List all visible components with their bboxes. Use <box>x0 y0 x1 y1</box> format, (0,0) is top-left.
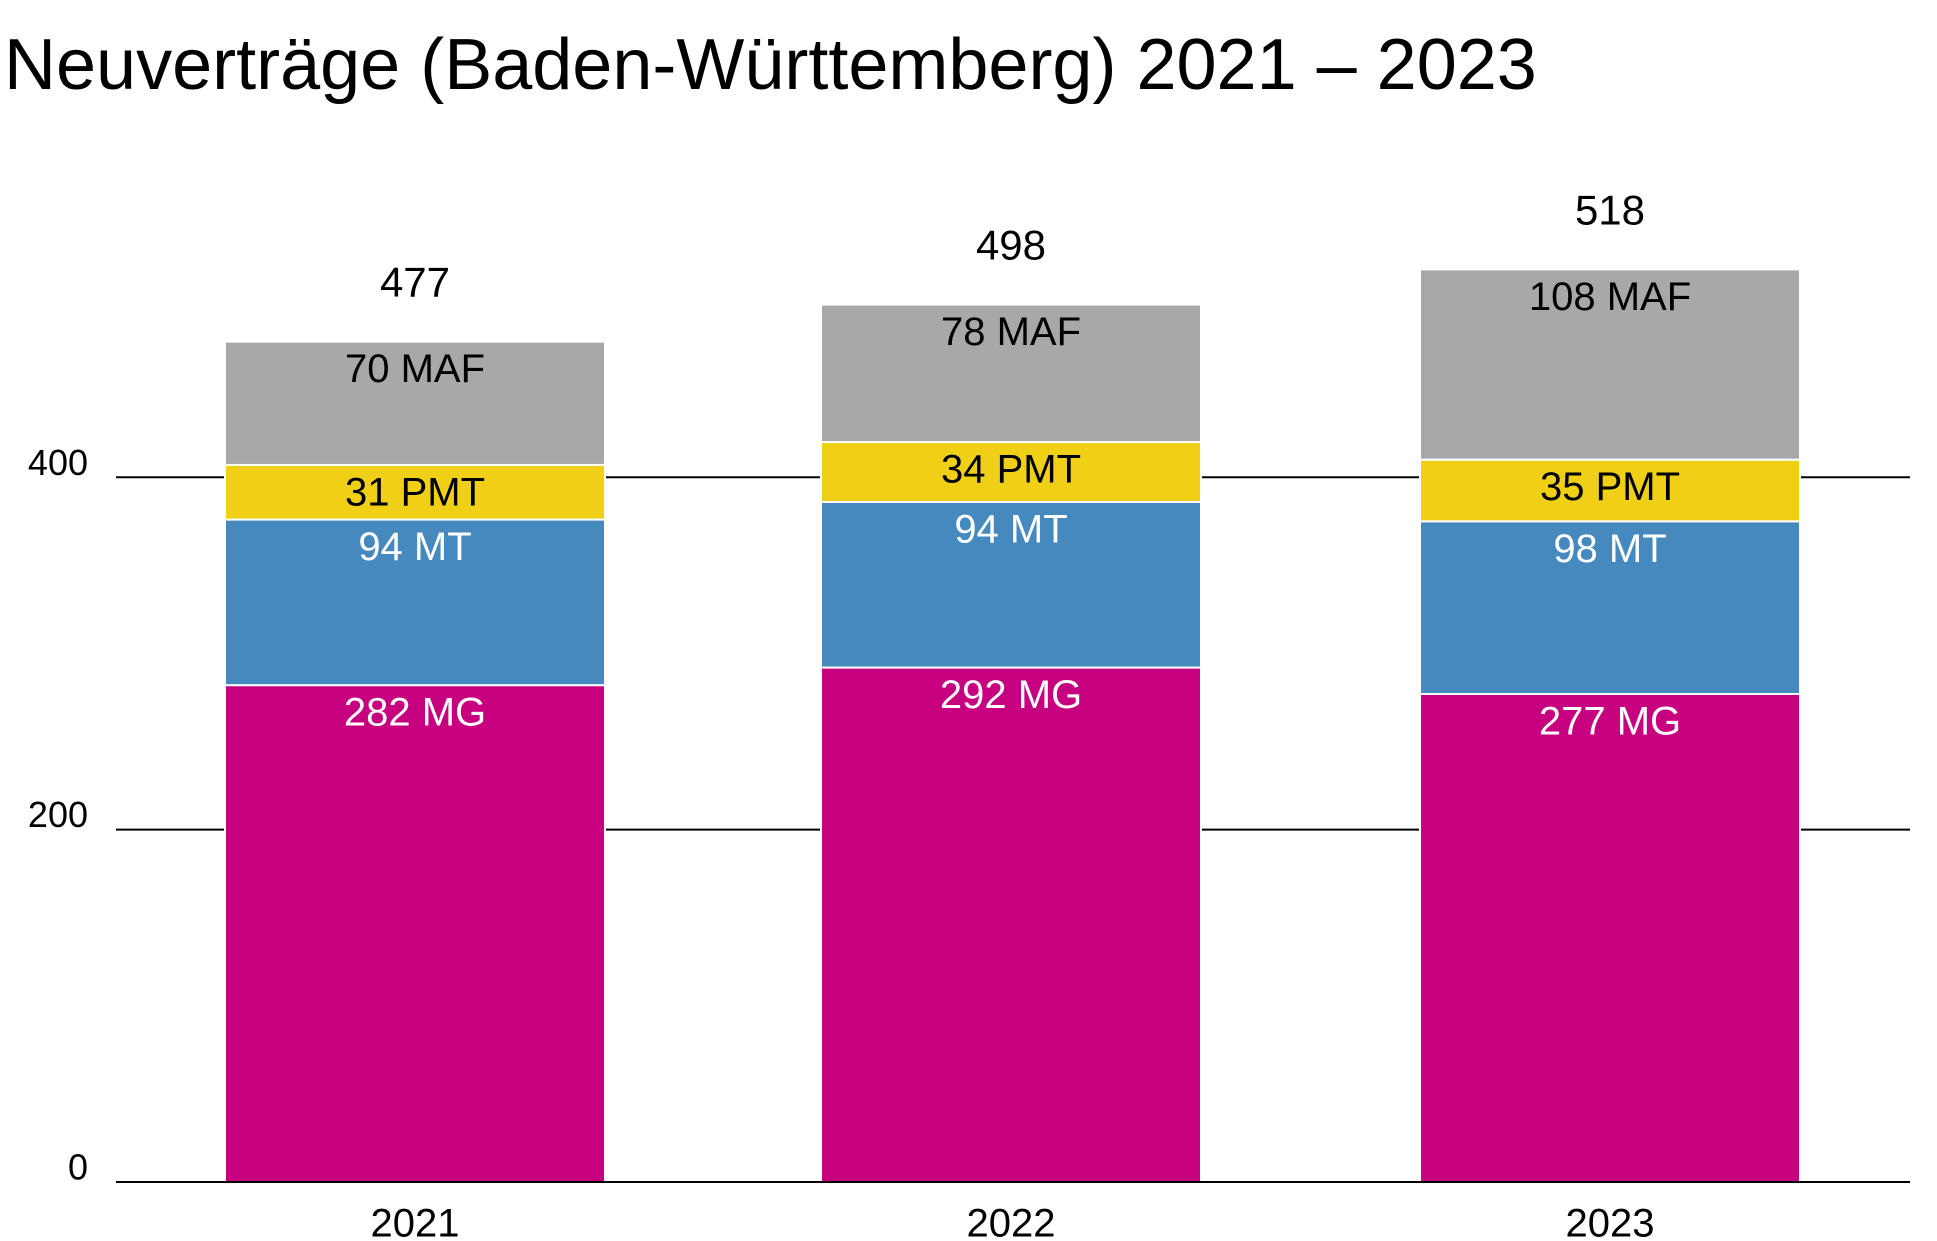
value-label: 292 MG <box>940 673 1082 717</box>
value-label: 98 MT <box>1553 527 1666 571</box>
bar-segment <box>820 666 1202 1183</box>
bar-segment <box>1419 520 1801 695</box>
y-tick-label: 0 <box>68 1147 88 1188</box>
bar-segment <box>820 303 1202 444</box>
value-label: 94 MT <box>358 525 471 569</box>
bar-segment <box>820 500 1202 669</box>
value-label: 34 PMT <box>941 448 1081 492</box>
x-tick-label: 2021 <box>371 1202 460 1241</box>
x-tick-label: 2023 <box>1566 1202 1655 1241</box>
total-label: 477 <box>380 259 450 306</box>
total-label: 498 <box>976 222 1046 269</box>
y-tick-label: 400 <box>28 442 88 483</box>
total-label: 518 <box>1575 186 1645 233</box>
value-label: 94 MT <box>954 508 1067 552</box>
value-label: 78 MAF <box>941 310 1081 354</box>
y-tick-label: 200 <box>28 794 88 835</box>
bar-segment <box>820 441 1202 503</box>
bar-segment <box>224 340 606 466</box>
value-label: 35 PMT <box>1540 465 1680 509</box>
value-label: 282 MG <box>344 691 486 735</box>
value-label: 277 MG <box>1539 700 1681 744</box>
bar-segment <box>1419 268 1801 461</box>
bar-segment <box>1419 458 1801 523</box>
bar-segment <box>224 684 606 1184</box>
value-label: 31 PMT <box>345 471 485 515</box>
chart-title: Neuverträge (Baden-Württemberg) 2021 – 2… <box>4 25 1537 105</box>
value-label: 70 MAF <box>345 347 485 391</box>
value-label: 108 MAF <box>1529 275 1691 319</box>
bar-segment <box>1419 692 1801 1184</box>
x-tick-label: 2022 <box>967 1202 1056 1241</box>
bar-segment <box>224 518 606 687</box>
